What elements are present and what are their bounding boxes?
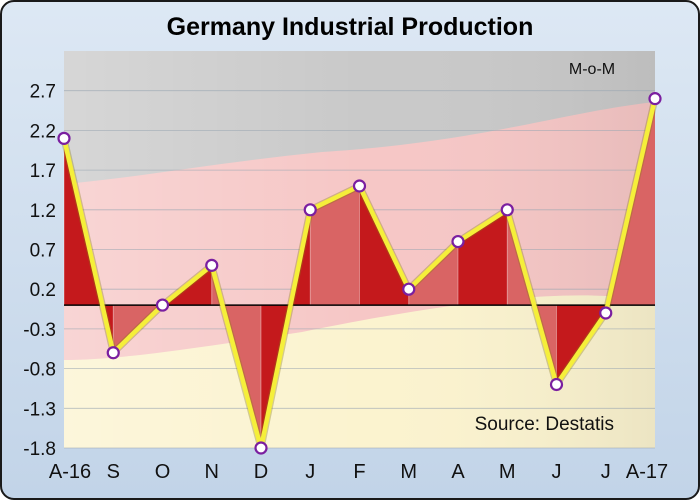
- chart-title: Germany Industrial Production: [167, 13, 534, 41]
- y-tick-label: -0.3: [23, 320, 56, 341]
- y-tick-label: 2.7: [30, 82, 56, 103]
- x-tick-label: J: [552, 461, 562, 483]
- data-point: [57, 131, 71, 145]
- data-point: [500, 203, 514, 217]
- source-note: Source: Destatis: [475, 414, 614, 435]
- x-tick-label: J: [305, 461, 315, 483]
- x-tick-label: O: [155, 461, 171, 483]
- y-tick-label: 0.7: [30, 241, 56, 262]
- data-point: [106, 346, 120, 360]
- data-point: [205, 258, 219, 272]
- x-tick-label: M: [400, 461, 417, 483]
- data-point: [549, 377, 564, 392]
- area-segment: [408, 241, 458, 306]
- chart-subtitle: M-o-M: [569, 61, 615, 78]
- x-tick-label: J: [601, 461, 611, 483]
- x-tick-label: N: [205, 461, 219, 483]
- x-tick-label: D: [254, 461, 268, 483]
- x-tick-label: S: [107, 461, 120, 483]
- y-tick-label: -1.3: [23, 399, 56, 420]
- data-point: [402, 282, 416, 296]
- data-markers: [57, 92, 662, 455]
- y-tick-label: -1.8: [23, 439, 56, 460]
- data-point: [648, 92, 662, 106]
- y-tick-label: 0.2: [30, 280, 56, 301]
- x-axis-ticks: A-16 S O N D J F M A M J J A-17: [49, 461, 668, 483]
- x-tick-label: F: [353, 461, 365, 483]
- data-point: [254, 441, 268, 455]
- area-segment: [310, 185, 360, 306]
- x-tick-label: A: [451, 461, 465, 483]
- y-tick-label: -0.8: [23, 360, 56, 381]
- x-tick-label: M: [499, 461, 516, 483]
- data-point: [352, 179, 367, 193]
- x-tick-label: A-16: [49, 461, 91, 483]
- data-point: [451, 234, 465, 249]
- y-tick-label: 1.2: [30, 201, 56, 222]
- y-tick-label: 1.7: [30, 161, 56, 182]
- data-point: [599, 306, 613, 320]
- data-point: [155, 298, 170, 312]
- data-point: [303, 203, 317, 217]
- y-axis-ticks: 2.7 2.2 1.7 1.2 0.7 0.2 -0.3 -0.8 -1.3 -1.8: [23, 82, 56, 460]
- area-segment: [458, 209, 508, 306]
- x-tick-label: A-17: [626, 461, 668, 483]
- y-tick-label: 2.2: [30, 121, 56, 142]
